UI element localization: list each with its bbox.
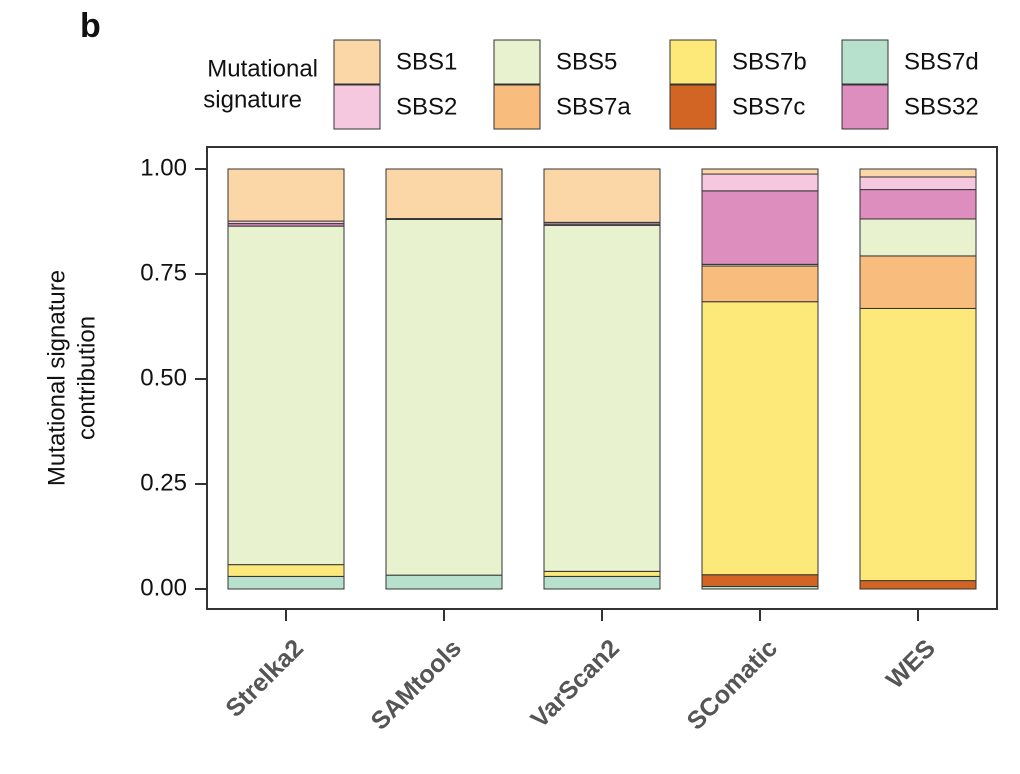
legend-swatch [841, 84, 889, 130]
bar-segment [701, 173, 819, 192]
y-tick-label: 0.25 [140, 469, 187, 496]
plot-frame [206, 146, 998, 610]
bar-segment [385, 218, 503, 576]
x-tick-label: SComatic [682, 634, 783, 735]
bar-segment [543, 570, 661, 577]
y-axis-label: Mutational signature [43, 270, 70, 486]
legend-swatch [669, 39, 717, 85]
bar-segment [859, 218, 977, 257]
bar-segment [543, 575, 661, 590]
y-tick-label: 0.50 [140, 364, 187, 391]
legend-label: SBS5 [556, 48, 617, 75]
legend-title: signature [203, 86, 302, 113]
bar-segment [543, 224, 661, 572]
legend-swatch [669, 84, 717, 130]
legend-swatch [493, 84, 541, 130]
legend-swatch [333, 39, 381, 85]
x-tick-label: VarScan2 [526, 634, 625, 733]
bar-segment [859, 580, 977, 590]
legend-label: SBS7b [732, 48, 807, 75]
y-tick-label: 1.00 [140, 154, 187, 181]
y-tick-label: 0.75 [140, 259, 187, 286]
legend-label: SBS32 [904, 93, 979, 120]
bar-segment [859, 255, 977, 309]
bar-segment [859, 189, 977, 220]
bar-segment [701, 168, 819, 175]
legend-label: SBS1 [396, 48, 457, 75]
bar-segment [227, 564, 345, 577]
legend-label: SBS7d [904, 48, 979, 75]
bar-segment [701, 301, 819, 576]
bar-segment [859, 307, 977, 582]
panel-label: b [80, 7, 101, 45]
x-tick-label: SAMtools [366, 634, 467, 735]
legend-swatch [493, 39, 541, 85]
x-tick-label: Strelka2 [220, 634, 309, 723]
legend-label: SBS2 [396, 93, 457, 120]
legend-label: SBS7c [732, 93, 805, 120]
y-axis-label: contribution [73, 316, 100, 440]
legend-label: SBS7a [556, 93, 631, 120]
bar-segment [701, 574, 819, 587]
bar-segment [227, 575, 345, 590]
x-tick-label: WES [881, 634, 941, 694]
bar-segment [385, 168, 503, 220]
bar-segment [227, 168, 345, 222]
bar-segment [543, 168, 661, 223]
bar-segment [701, 265, 819, 303]
legend-title: Mutational [207, 55, 318, 82]
y-tick-label: 0.00 [140, 574, 187, 601]
bar-segment [227, 225, 345, 566]
bar-segment [701, 190, 819, 265]
bar-segment [859, 168, 977, 178]
legend-swatch [841, 39, 889, 85]
bar-segment [859, 176, 977, 191]
bar-segment [385, 574, 503, 590]
legend-swatch [333, 84, 381, 130]
